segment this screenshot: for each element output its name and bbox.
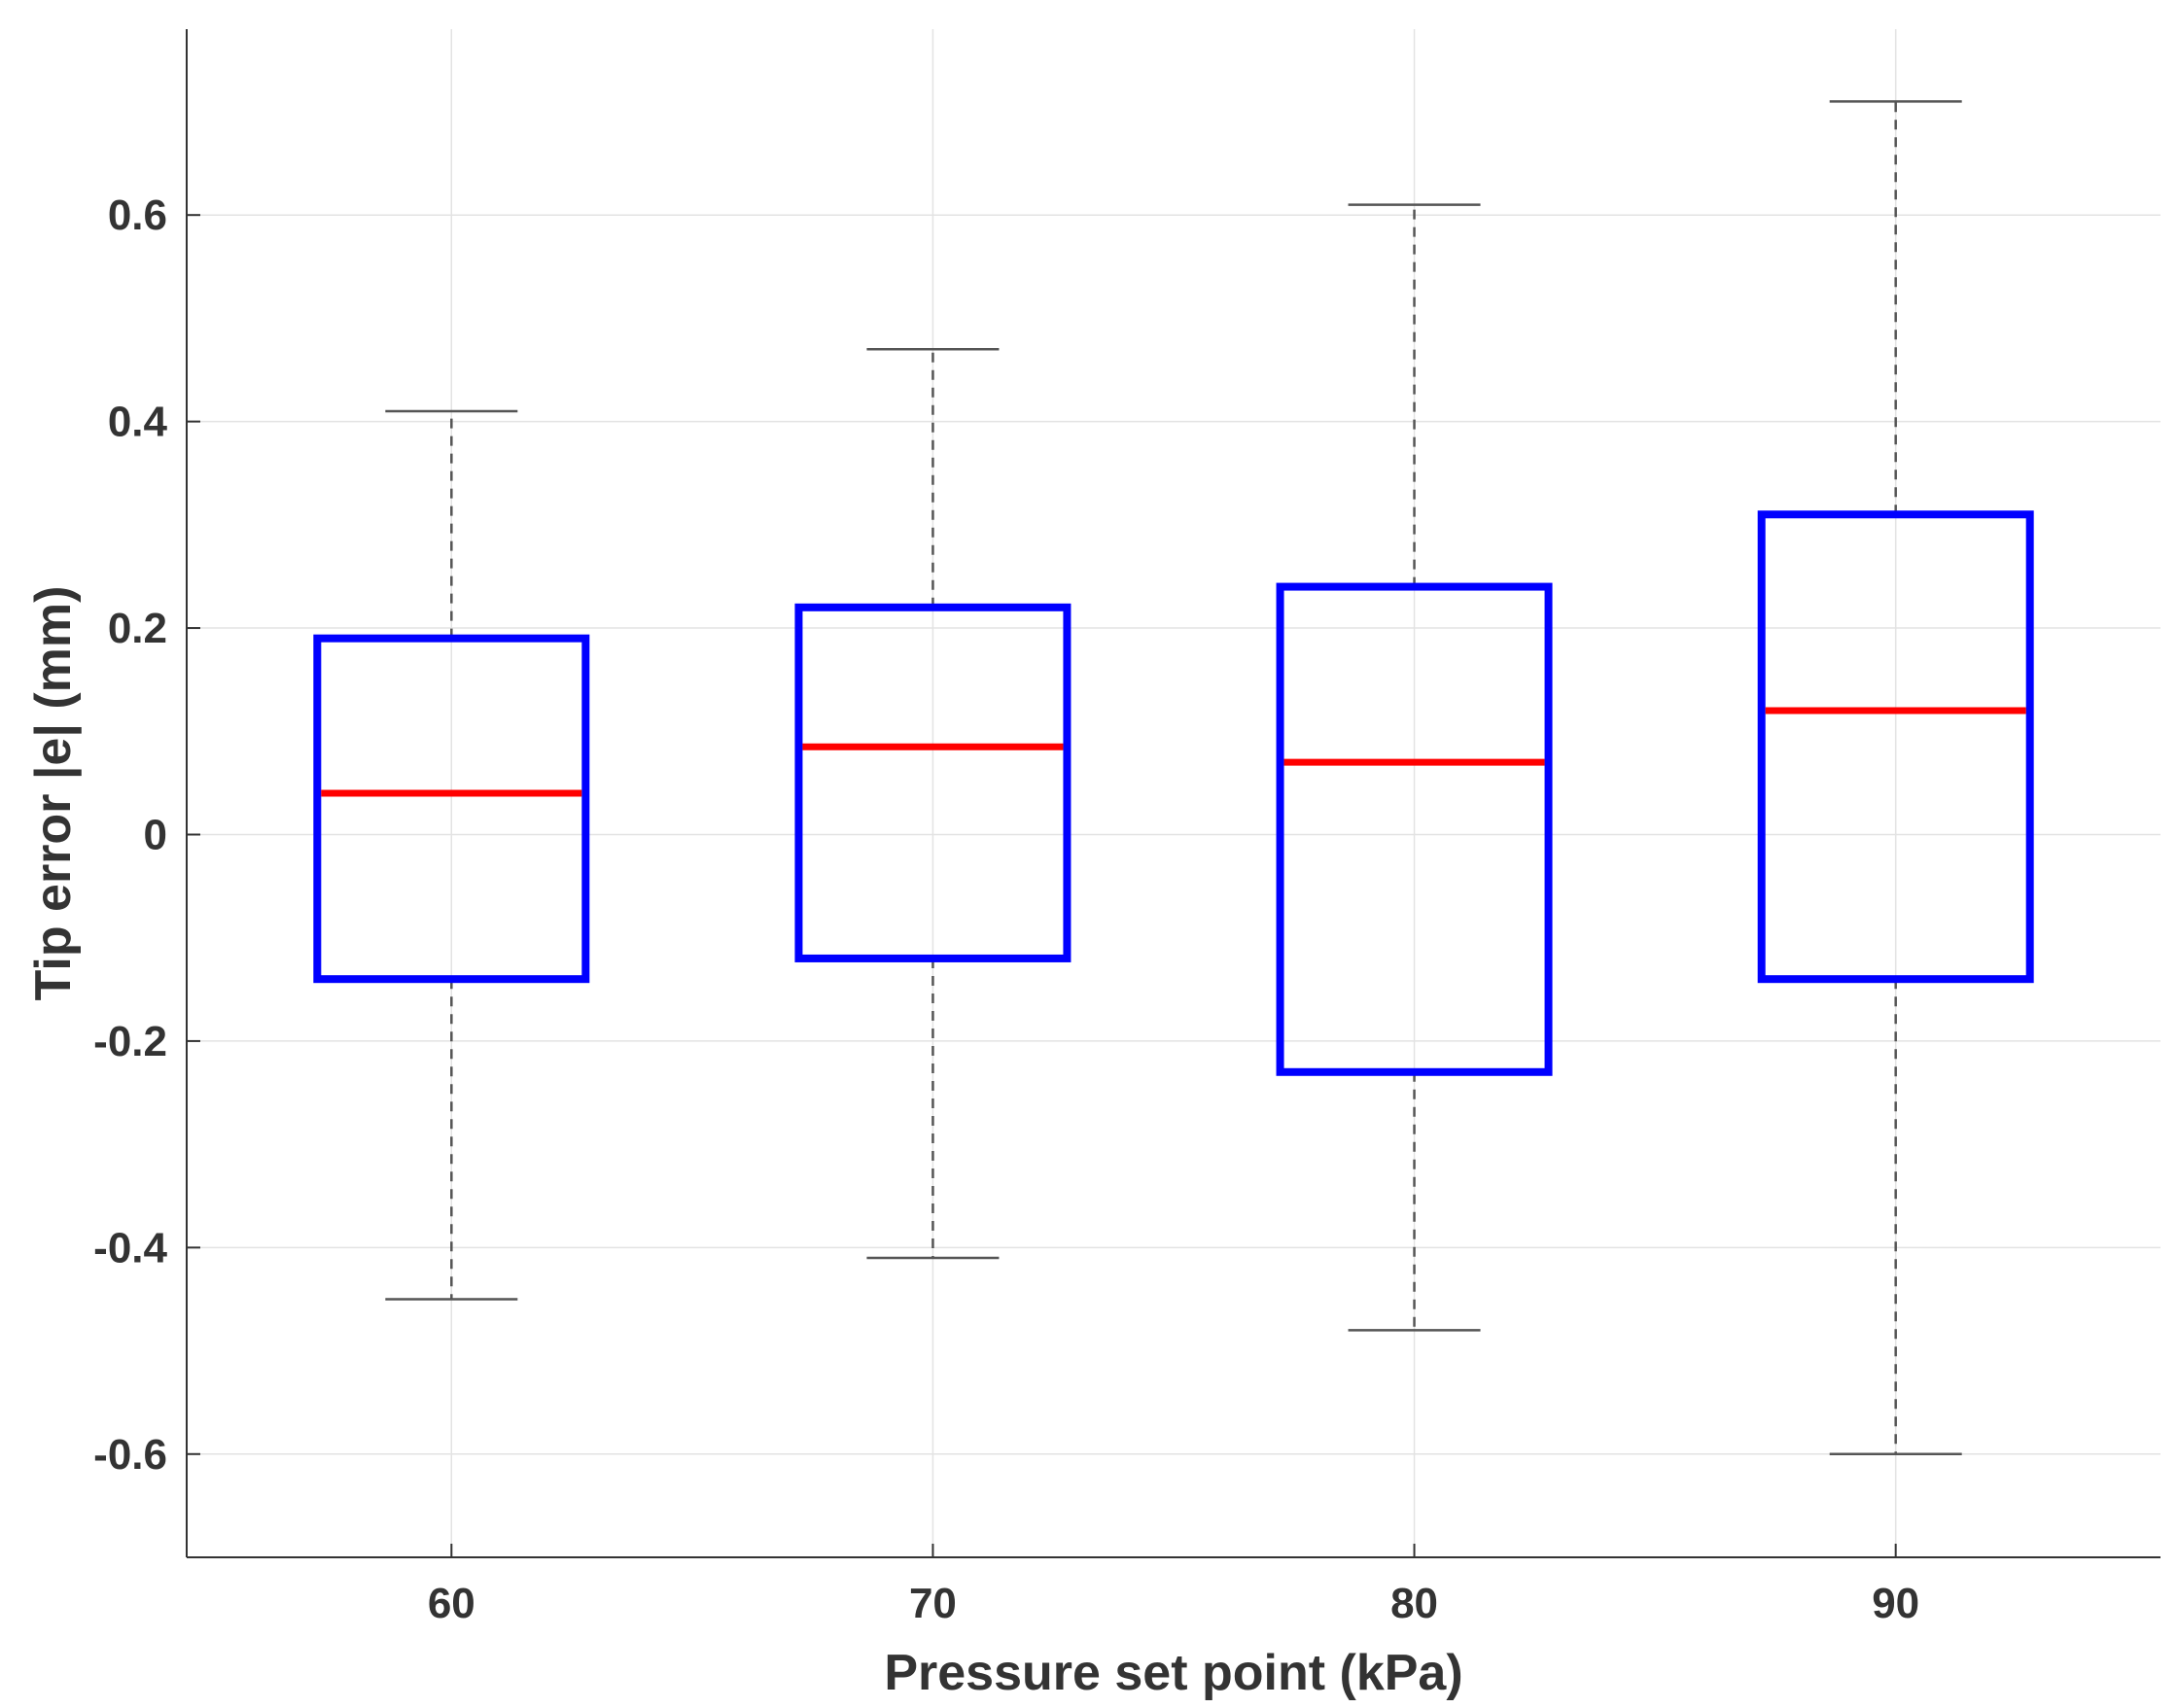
y-tick-label: -0.6: [93, 1431, 167, 1479]
y-tick-label: -0.2: [93, 1018, 167, 1065]
x-tick-labels: 60 70 80 90: [428, 1580, 1919, 1627]
x-tick-label: 80: [1390, 1580, 1438, 1627]
whiskers-group: [385, 100, 1962, 1456]
x-axis-label: Pressure set point (kPa): [884, 1645, 1462, 1701]
box-70: [794, 603, 1071, 962]
x-tick-label: 90: [1872, 1580, 1919, 1627]
y-tick-label: 0.4: [108, 399, 168, 446]
x-tick-label: 70: [909, 1580, 957, 1627]
box-80: [1276, 582, 1553, 1076]
boxes-group: [313, 510, 2034, 1076]
y-tick-label: 0.2: [108, 605, 167, 652]
y-tick-labels: -0.6 -0.4 -0.2 0 0.2 0.4 0.6: [93, 192, 167, 1479]
box-90: [1757, 510, 2034, 984]
y-axis-label: Tip error |e| (mm): [25, 586, 82, 1001]
y-tick-label: 0: [144, 811, 167, 858]
axes-group: [186, 29, 2160, 1558]
x-tick-label: 60: [428, 1580, 475, 1627]
box-60: [313, 634, 590, 984]
y-tick-label: -0.4: [93, 1224, 167, 1272]
y-tick-label: 0.6: [108, 192, 167, 239]
